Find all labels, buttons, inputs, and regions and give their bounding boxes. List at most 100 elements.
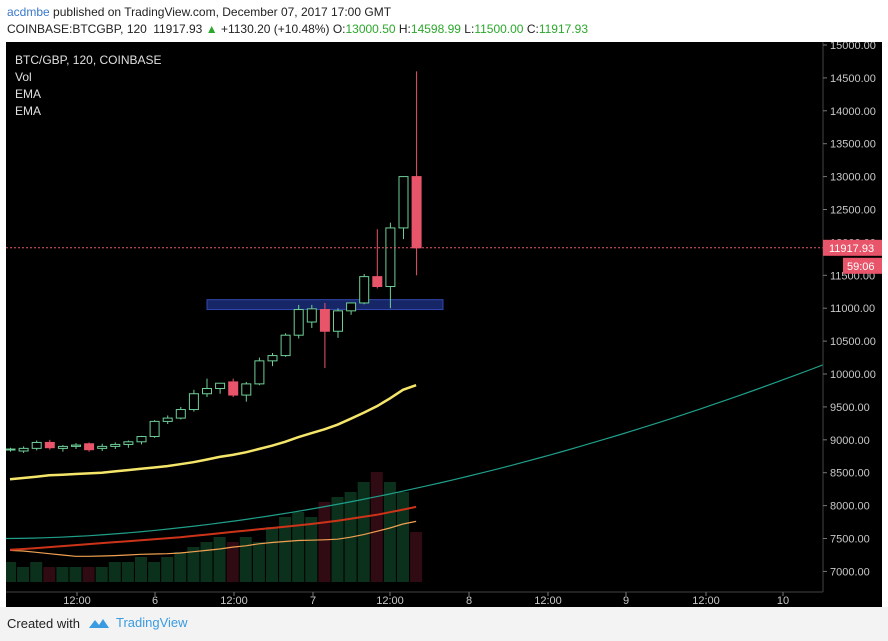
chart-area[interactable]: 15000.00 14500.00 14000.00 13500.00 13000.00… — [6, 42, 882, 607]
time-axis — [6, 592, 882, 607]
volume-bar — [82, 567, 95, 582]
chart-title: BTC/GBP, 120, COINBASE — [15, 53, 162, 67]
volume-bar — [357, 482, 370, 582]
ema-fast-line — [9, 384, 417, 481]
legend-item: EMA — [15, 87, 41, 101]
candle-body — [202, 387, 212, 395]
candle-body — [306, 308, 317, 323]
candle-body — [110, 443, 121, 447]
y-tick-label: 10500.00 — [830, 336, 876, 348]
volume-bar — [187, 547, 200, 582]
candle-body — [241, 383, 252, 396]
x-tick-label: 12:00 — [692, 595, 720, 607]
close-value: 11917.93 — [538, 22, 588, 36]
y-tick-label: 9500.00 — [830, 402, 870, 414]
x-tick-label: 9 — [623, 595, 629, 607]
candle-body — [267, 355, 278, 362]
candle-body — [372, 276, 383, 287]
volume-bar — [135, 557, 147, 582]
close-label: C: — [526, 22, 539, 36]
volume-bar — [17, 567, 30, 582]
last-price-badge-label: 11917.93 — [829, 243, 874, 255]
ohlc-line: COINBASE:BTCGBP, 120 11917.93 ▲ +1130.20… — [7, 22, 588, 36]
y-tick-label: 9000.00 — [830, 435, 870, 447]
created-with-text: Created with — [7, 616, 80, 631]
volume-bar — [213, 537, 226, 582]
candle-body — [215, 382, 226, 389]
tradingview-brand-link[interactable]: TradingView — [88, 615, 188, 630]
open-label: O: — [332, 22, 346, 36]
candle-body — [346, 302, 357, 312]
volume-bar — [6, 562, 16, 582]
ema-slow-line — [9, 505, 417, 551]
x-tick-label: 12:00 — [63, 595, 91, 607]
volume-bar — [121, 562, 134, 582]
ema-orange-line — [9, 520, 417, 557]
tradingview-logo-icon — [89, 618, 109, 628]
candle-body — [359, 276, 370, 304]
y-tick-label: 13500.00 — [830, 139, 876, 151]
published-text: published on TradingView.com, December 0… — [53, 5, 392, 19]
volume-bar — [30, 562, 43, 582]
volume-bar — [292, 512, 305, 582]
volume-bar — [252, 542, 265, 582]
volume-bar — [43, 567, 56, 582]
candle-body — [84, 443, 95, 451]
candle-body — [411, 176, 422, 249]
price-chart[interactable]: 15000.00 14500.00 14000.00 13500.00 13000.00… — [6, 42, 882, 607]
y-tick-label: 13000.00 — [830, 172, 876, 184]
volume-bar — [318, 502, 331, 582]
candle-body — [136, 436, 147, 443]
y-tick-label: 11000.00 — [830, 303, 875, 315]
candle-body — [149, 420, 160, 438]
volume-bar — [266, 527, 278, 582]
x-tick-label: 12:00 — [534, 595, 562, 607]
author-link[interactable]: acdmbe — [7, 5, 50, 19]
candle-body — [18, 447, 29, 452]
up-arrow-icon: ▲ — [205, 22, 218, 36]
publish-line: acdmbe published on TradingView.com, Dec… — [7, 5, 391, 19]
candle-body — [57, 445, 68, 449]
high-value: 14598.99 — [410, 22, 461, 36]
volume-bar — [174, 552, 187, 582]
y-tick-label: 10000.00 — [830, 369, 876, 381]
countdown-label: 59:06 — [847, 261, 875, 273]
chart-header: acdmbe published on TradingView.com, Dec… — [0, 0, 888, 42]
y-tick-label: 7500.00 — [830, 534, 870, 546]
volume-bar — [108, 562, 121, 582]
volume-bar — [305, 517, 318, 582]
x-tick-label: 10 — [777, 595, 789, 607]
volume-bar — [200, 542, 213, 582]
last-price-badge — [823, 239, 882, 256]
candle-body — [319, 309, 330, 332]
candle-body — [254, 360, 265, 385]
candle-body — [293, 309, 304, 336]
volume-bar — [370, 472, 383, 582]
y-tick-label: 8000.00 — [830, 501, 870, 513]
y-tick-label: 8500.00 — [830, 468, 870, 480]
volume-bar — [148, 562, 161, 582]
candle-body — [228, 381, 239, 396]
y-tick-label: 14000.00 — [830, 106, 876, 118]
symbol-label: COINBASE:BTCGBP, 120 — [7, 22, 147, 36]
legend-item: EMA — [15, 104, 41, 118]
candle-body — [6, 448, 16, 451]
volume-bar — [410, 532, 423, 582]
volume-bar — [226, 542, 239, 582]
legend-item: Vol — [15, 70, 32, 84]
volume-bar — [69, 567, 82, 582]
y-tick-label: 12500.00 — [830, 205, 876, 217]
volume-bar — [279, 517, 292, 582]
y-tick-label: 7000.00 — [830, 566, 870, 578]
last-price: 11917.93 — [153, 22, 203, 36]
high-label: H: — [398, 22, 411, 36]
candle-body — [398, 176, 409, 229]
candle-body — [385, 227, 396, 287]
candle-body — [280, 334, 291, 357]
brand-name: TradingView — [116, 615, 188, 630]
candle-body — [123, 441, 134, 445]
candle-body — [333, 310, 343, 332]
volume-bar — [383, 482, 396, 582]
volume-bar — [239, 537, 252, 582]
y-tick-label: 14500.00 — [830, 73, 876, 85]
